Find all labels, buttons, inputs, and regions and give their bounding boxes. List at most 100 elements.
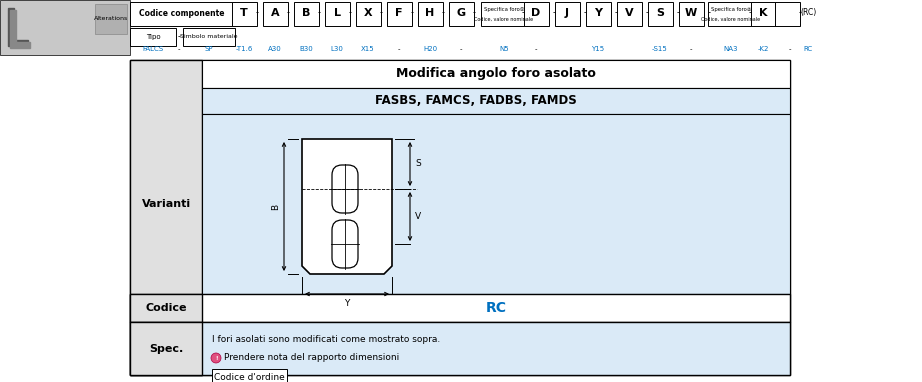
Polygon shape bbox=[8, 8, 28, 46]
Bar bbox=[325, 2, 349, 26]
Bar bbox=[130, 60, 202, 375]
Bar bbox=[679, 2, 703, 26]
Text: L30: L30 bbox=[331, 46, 343, 52]
Text: Alterations: Alterations bbox=[94, 16, 128, 21]
Text: -: - bbox=[472, 8, 476, 18]
Bar bbox=[775, 2, 800, 26]
Text: -: - bbox=[287, 8, 290, 18]
Text: Y: Y bbox=[344, 299, 349, 309]
Text: FALCS: FALCS bbox=[142, 46, 163, 52]
Text: (RC): (RC) bbox=[800, 8, 816, 18]
Text: -: - bbox=[442, 8, 444, 18]
Bar bbox=[481, 2, 527, 26]
PathPatch shape bbox=[302, 139, 392, 274]
Bar bbox=[418, 2, 443, 26]
Bar bbox=[585, 2, 610, 26]
Text: Spec.: Spec. bbox=[148, 343, 183, 353]
Text: S: S bbox=[415, 160, 420, 168]
Text: SP: SP bbox=[205, 46, 213, 52]
Text: F: F bbox=[396, 8, 403, 18]
Text: B: B bbox=[301, 8, 310, 18]
Text: H20: H20 bbox=[423, 46, 437, 52]
Bar bbox=[130, 294, 202, 322]
Bar bbox=[130, 322, 202, 375]
Text: -: - bbox=[677, 8, 680, 18]
Text: -: - bbox=[349, 8, 351, 18]
Text: A: A bbox=[271, 8, 279, 18]
FancyBboxPatch shape bbox=[332, 220, 358, 268]
Text: W: W bbox=[685, 8, 697, 18]
Bar bbox=[0, 0, 130, 55]
Bar bbox=[202, 88, 790, 114]
Bar bbox=[617, 2, 642, 26]
Text: -: - bbox=[749, 8, 751, 18]
Text: Prendere nota del rapporto dimensioni: Prendere nota del rapporto dimensioni bbox=[224, 353, 399, 363]
Bar bbox=[202, 114, 790, 294]
Text: -: - bbox=[584, 8, 586, 18]
Text: X: X bbox=[363, 8, 372, 18]
Bar bbox=[130, 294, 790, 322]
Text: -: - bbox=[255, 8, 258, 18]
Text: -: - bbox=[707, 8, 711, 18]
Text: X15: X15 bbox=[361, 46, 375, 52]
Text: J: J bbox=[565, 8, 569, 18]
Bar bbox=[183, 28, 235, 46]
Text: -: - bbox=[380, 8, 383, 18]
Bar bbox=[554, 2, 580, 26]
Text: -: - bbox=[522, 8, 525, 18]
Bar bbox=[231, 2, 256, 26]
Text: -: - bbox=[178, 46, 180, 52]
Text: D: D bbox=[531, 8, 540, 18]
Bar bbox=[524, 2, 549, 26]
Text: S: S bbox=[656, 8, 664, 18]
Text: Codice, valore nominale: Codice, valore nominale bbox=[475, 16, 534, 21]
Bar bbox=[130, 2, 235, 26]
Text: B: B bbox=[271, 204, 280, 210]
Text: -: - bbox=[798, 8, 801, 18]
Text: RC: RC bbox=[803, 46, 812, 52]
Text: Codice componente: Codice componente bbox=[139, 8, 225, 18]
Text: Specifica foro②: Specifica foro② bbox=[711, 6, 751, 11]
Bar bbox=[448, 2, 474, 26]
Text: V: V bbox=[415, 212, 421, 221]
Text: -: - bbox=[410, 8, 413, 18]
Bar bbox=[751, 2, 775, 26]
Text: N5: N5 bbox=[499, 46, 509, 52]
Bar bbox=[212, 369, 287, 382]
Text: -: - bbox=[178, 32, 181, 42]
Text: Tipo: Tipo bbox=[146, 34, 160, 40]
Text: K: K bbox=[759, 8, 767, 18]
Text: B30: B30 bbox=[299, 46, 313, 52]
Text: !: ! bbox=[215, 356, 218, 361]
Circle shape bbox=[211, 353, 221, 363]
Text: -: - bbox=[645, 8, 648, 18]
Text: V: V bbox=[625, 8, 633, 18]
Text: -: - bbox=[614, 8, 618, 18]
Text: -K2: -K2 bbox=[757, 46, 769, 52]
Text: Simbolo materiale: Simbolo materiale bbox=[180, 34, 238, 39]
Bar bbox=[263, 2, 288, 26]
Text: Codice d'ordine: Codice d'ordine bbox=[214, 372, 284, 382]
Polygon shape bbox=[10, 10, 30, 48]
Bar bbox=[708, 2, 754, 26]
Text: Codice: Codice bbox=[146, 303, 187, 313]
Text: Specifica foro①: Specifica foro① bbox=[484, 6, 525, 11]
Text: Modifica angolo foro asolato: Modifica angolo foro asolato bbox=[396, 68, 596, 81]
Bar bbox=[130, 28, 176, 46]
Text: I fori asolati sono modificati come mostrato sopra.: I fori asolati sono modificati come most… bbox=[212, 335, 440, 345]
Text: T: T bbox=[240, 8, 248, 18]
Bar bbox=[130, 60, 790, 375]
Text: -: - bbox=[397, 46, 400, 52]
Bar bbox=[130, 322, 790, 375]
Text: NA3: NA3 bbox=[724, 46, 739, 52]
Text: -: - bbox=[460, 46, 462, 52]
Text: L: L bbox=[334, 8, 340, 18]
Text: Codice, valore nominale: Codice, valore nominale bbox=[702, 16, 761, 21]
Bar bbox=[356, 2, 381, 26]
Text: A30: A30 bbox=[268, 46, 282, 52]
Text: -: - bbox=[690, 46, 692, 52]
Text: Y15: Y15 bbox=[591, 46, 605, 52]
Text: H: H bbox=[425, 8, 434, 18]
Bar bbox=[293, 2, 318, 26]
Bar bbox=[647, 2, 672, 26]
